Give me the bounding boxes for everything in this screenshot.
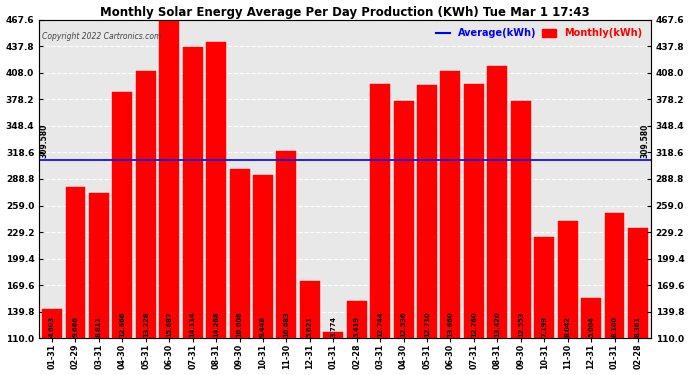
Bar — [440, 71, 460, 375]
Text: 9.448: 9.448 — [260, 316, 266, 338]
Bar — [604, 213, 624, 375]
Bar — [159, 17, 179, 375]
Text: 3.774: 3.774 — [331, 316, 336, 338]
Bar — [558, 221, 578, 375]
Text: 8.100: 8.100 — [611, 316, 618, 338]
Text: 8.361: 8.361 — [635, 316, 641, 338]
Text: 4.603: 4.603 — [49, 316, 55, 338]
Text: 14.268: 14.268 — [213, 312, 219, 338]
Bar — [300, 281, 319, 375]
Bar — [183, 46, 203, 375]
Bar — [371, 84, 390, 375]
Bar — [324, 332, 343, 375]
Bar — [277, 151, 297, 375]
Text: 15.687: 15.687 — [166, 312, 172, 338]
Text: 13.228: 13.228 — [143, 312, 149, 338]
Text: 309.580: 309.580 — [640, 123, 649, 158]
Text: 14.114: 14.114 — [190, 312, 196, 338]
Bar — [136, 71, 156, 375]
Legend: Average(kWh), Monthly(kWh): Average(kWh), Monthly(kWh) — [432, 25, 646, 42]
Text: 9.666: 9.666 — [72, 316, 79, 338]
Text: 12.710: 12.710 — [424, 312, 430, 338]
Text: 10.683: 10.683 — [284, 312, 289, 338]
Text: 13.660: 13.660 — [447, 312, 453, 338]
Text: 12.536: 12.536 — [401, 312, 406, 338]
Bar — [206, 42, 226, 375]
Text: 8.811: 8.811 — [96, 316, 102, 338]
Bar — [42, 309, 62, 375]
Bar — [347, 301, 366, 375]
Title: Monthly Solar Energy Average Per Day Production (KWh) Tue Mar 1 17:43: Monthly Solar Energy Average Per Day Pro… — [100, 6, 590, 18]
Text: Copyright 2022 Cartronics.com: Copyright 2022 Cartronics.com — [42, 33, 161, 42]
Bar — [230, 169, 250, 375]
Text: 5.621: 5.621 — [307, 316, 313, 338]
Bar — [581, 298, 601, 375]
Bar — [417, 85, 437, 375]
Bar — [89, 193, 109, 375]
Text: 7.199: 7.199 — [541, 316, 547, 338]
Bar — [534, 237, 554, 375]
Text: 12.553: 12.553 — [518, 312, 524, 338]
Bar — [66, 186, 86, 375]
Text: 5.004: 5.004 — [588, 316, 594, 338]
Bar — [487, 66, 507, 375]
Bar — [253, 176, 273, 375]
Text: 5.419: 5.419 — [354, 316, 359, 338]
Text: 12.744: 12.744 — [377, 312, 383, 338]
Bar — [393, 101, 413, 375]
Bar — [464, 84, 484, 375]
Text: 309.580: 309.580 — [39, 123, 48, 158]
Text: 12.866: 12.866 — [119, 312, 126, 338]
Text: 10.008: 10.008 — [237, 312, 243, 338]
Bar — [511, 101, 531, 375]
Bar — [112, 92, 132, 375]
Text: 13.420: 13.420 — [494, 312, 500, 338]
Bar — [628, 228, 648, 375]
Text: 8.042: 8.042 — [564, 316, 571, 338]
Text: 12.760: 12.760 — [471, 312, 477, 338]
